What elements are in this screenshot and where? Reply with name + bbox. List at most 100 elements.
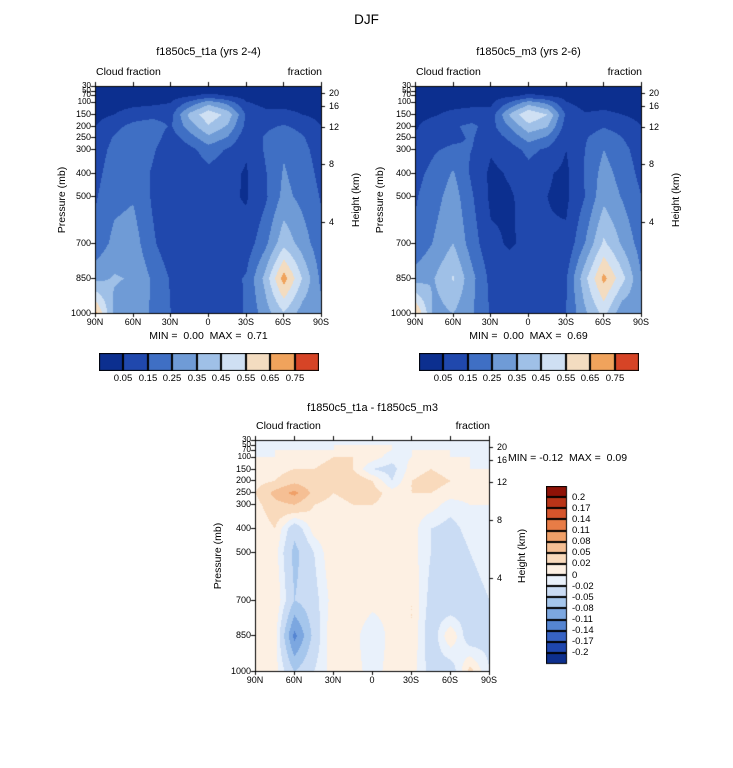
panel-title-diff: f1850c5_t1a - f1850c5_m3 [307,402,438,414]
colorbar-m3 [419,353,639,371]
colorbar-tick-label: 0.35 [187,373,207,384]
colorbar-tick-label: -0.2 [572,647,589,658]
lat-tick-label: 0 [369,675,375,685]
lat-tick-label: 0 [525,317,531,327]
colorbar-tick-label: 0 [572,570,578,581]
height-axis-label-diff: Height (km) [516,528,528,584]
colorbar-t1a [99,353,319,371]
axis-header-right-m3: fraction [607,66,642,78]
pressure-tick-label: 30 [242,435,251,444]
pressure-tick-label: 1000 [70,308,91,318]
panel-title-m3: f1850c5_m3 (yrs 2-6) [476,46,581,58]
heatmap-t1a [85,76,332,324]
pressure-tick-label: 500 [235,547,251,557]
colorbar-tick-label: 0.11 [572,525,590,536]
colorbar-tick-label: 0.55 [556,373,576,384]
lat-tick-label: 90N [406,317,424,327]
pressure-tick-label: 150 [75,109,91,119]
pressure-tick-label: 100 [77,97,91,106]
pressure-tick-label: 70 [242,445,251,454]
pressure-tick-label: 70 [82,90,91,99]
colorbar-diff [546,486,568,665]
lat-tick-label: 60S [274,317,291,327]
pressure-tick-label: 150 [395,109,411,119]
pressure-tick-label: 250 [235,487,251,497]
heatmap-diff [245,430,500,682]
pressure-tick-label: 150 [235,464,251,474]
pressure-tick-label: 1000 [390,308,411,318]
colorbar-tick-label: 0.25 [162,373,182,384]
lat-tick-label: 30S [557,317,574,327]
lat-tick-label: 60S [441,675,458,685]
colorbar-tick-label: 0.17 [572,503,591,514]
pressure-tick-label: 70 [402,90,411,99]
pressure-tick-label: 700 [75,238,91,248]
colorbar-tick-label: 0.75 [285,373,305,384]
lat-tick-label: 60N [444,317,462,327]
colorbar-tick-label: 0.35 [507,373,527,384]
colorbar-tick-label: 0.45 [531,373,551,384]
pressure-tick-label: 500 [395,191,411,201]
pressure-tick-label: 250 [75,132,91,142]
lat-tick-label: 90S [632,317,649,327]
lat-tick-label: 90N [246,675,264,685]
pressure-tick-label: 850 [235,630,251,640]
height-tick-label: 20 [329,88,340,98]
lat-tick-label: 90S [312,317,329,327]
axis-header-left-diff: Cloud fraction [256,420,321,432]
pressure-tick-label: 1000 [230,666,251,676]
lat-tick-label: 30N [161,317,179,327]
pressure-tick-label: 300 [395,144,411,154]
heatmap-m3 [405,76,652,324]
height-axis-label-t1a: Height (km) [350,172,362,228]
height-tick-label: 12 [329,122,340,132]
pressure-tick-label: 850 [395,273,411,283]
lat-tick-label: 30N [324,675,342,685]
figure-title: DJF [354,12,379,27]
pressure-tick-label: 200 [395,121,411,131]
axis-header-right-t1a: fraction [287,66,322,78]
pressure-tick-label: 400 [235,523,251,533]
pressure-tick-label: 50 [82,86,91,95]
colorbar-tick-label: -0.11 [572,614,593,625]
pressure-tick-label: 100 [397,97,411,106]
axis-header-left-m3: Cloud fraction [416,66,481,78]
lat-tick-label: 60N [285,675,303,685]
axis-header-left-t1a: Cloud fraction [96,66,161,78]
height-tick-label: 4 [497,573,503,583]
colorbar-tick-label: 0.14 [572,514,591,525]
lat-tick-label: 60N [124,317,142,327]
pressure-tick-label: 850 [75,273,91,283]
pressure-tick-label: 200 [75,121,91,131]
colorbar-tick-label: 0.65 [260,373,280,384]
pressure-tick-label: 500 [75,191,91,201]
pressure-tick-label: 700 [235,595,251,605]
height-tick-label: 12 [497,477,508,487]
axis-header-right-diff: fraction [455,420,490,432]
height-tick-label: 16 [497,455,508,465]
pressure-tick-label: 200 [235,475,251,485]
pressure-tick-label: 50 [402,86,411,95]
pressure-tick-label: 250 [395,132,411,142]
colorbar-tick-label: 0.25 [482,373,502,384]
colorbar-tick-label: -0.08 [572,603,594,614]
colorbar-tick-label: 0.15 [138,373,158,384]
minmax-m3: MIN = 0.00 MAX = 0.69 [469,330,588,342]
lat-tick-label: 30S [402,675,419,685]
height-axis-label-m3: Height (km) [670,172,682,228]
pressure-tick-label: 700 [395,238,411,248]
minmax-t1a: MIN = 0.00 MAX = 0.71 [149,330,268,342]
colorbar-tick-label: 0.75 [605,373,625,384]
pressure-tick-label: 400 [75,168,91,178]
colorbar-tick-label: 0.45 [211,373,231,384]
colorbar-tick-label: -0.14 [572,625,594,636]
pressure-tick-label: 300 [235,499,251,509]
height-tick-label: 8 [497,515,503,525]
panel-title-t1a: f1850c5_t1a (yrs 2-4) [156,46,261,58]
minmax-diff: MIN = -0.12 MAX = 0.09 [508,452,628,464]
colorbar-tick-label: 0.08 [572,536,591,547]
colorbar-tick-label: 0.65 [580,373,600,384]
lat-tick-label: 30N [481,317,499,327]
height-tick-label: 4 [329,217,335,227]
